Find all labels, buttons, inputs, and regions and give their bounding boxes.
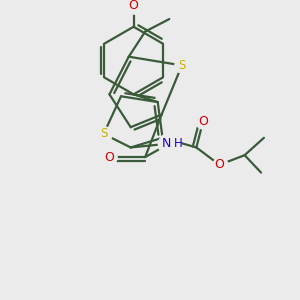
Text: O: O [104, 151, 114, 164]
Text: O: O [198, 115, 208, 128]
Text: O: O [214, 158, 224, 171]
Text: O: O [129, 0, 139, 12]
Text: S: S [178, 59, 185, 72]
Text: S: S [100, 128, 107, 140]
Text: N: N [162, 137, 171, 150]
Text: H: H [174, 137, 182, 150]
